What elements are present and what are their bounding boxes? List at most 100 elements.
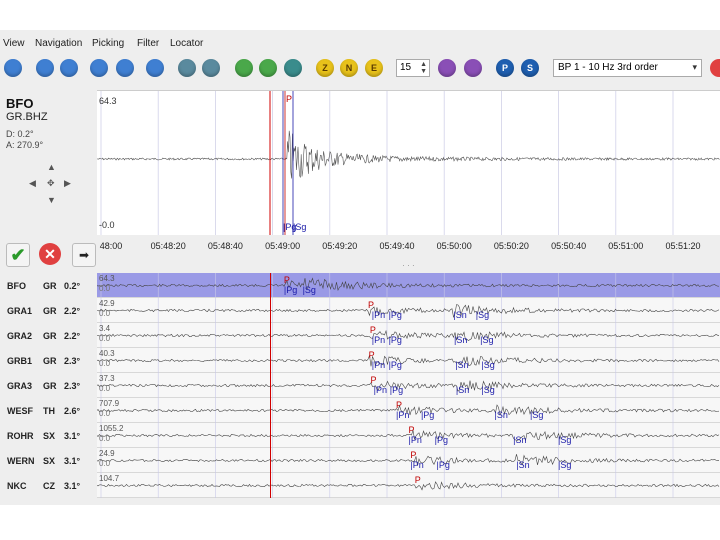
- pick-label[interactable]: Sg: [530, 410, 543, 420]
- phase-p-icon[interactable]: P: [496, 59, 514, 77]
- pick-label[interactable]: Pg: [284, 285, 297, 295]
- station-trace[interactable]: 40.30.0 PPn Pg Sn Sg: [97, 348, 720, 373]
- channel-code: GR.BHZ: [6, 111, 48, 123]
- component-e-icon[interactable]: E: [365, 59, 383, 77]
- pick-label[interactable]: Pg: [437, 460, 450, 470]
- pick-label[interactable]: P: [369, 325, 376, 335]
- zoom-out-icon[interactable]: [202, 59, 220, 77]
- pick-label[interactable]: P: [396, 400, 403, 410]
- pick-label[interactable]: Sn: [516, 460, 530, 470]
- station-trace[interactable]: 707.90.0 PPn Pg Sn Sg: [97, 398, 720, 423]
- pick-label[interactable]: Pn: [396, 410, 409, 420]
- pick-label[interactable]: P: [414, 475, 421, 485]
- pick-label[interactable]: Pg: [389, 310, 402, 320]
- pick-set-icon[interactable]: [235, 59, 253, 77]
- station-row[interactable]: NKC CZ 3.1° 104.7 P: [0, 473, 720, 498]
- pick-label[interactable]: Sg: [476, 310, 489, 320]
- pick-label[interactable]: P: [370, 375, 377, 385]
- trace-waveform: [97, 448, 720, 473]
- arrow-up-icon[interactable]: ▲: [47, 162, 56, 172]
- pick-label[interactable]: Sg: [558, 435, 571, 445]
- station-row[interactable]: WESF TH 2.6° 707.90.0 PPn Pg Sn Sg: [0, 398, 720, 423]
- pick-back-icon[interactable]: [259, 59, 277, 77]
- zoom-spinbox[interactable]: 15 ▲ ▼: [396, 59, 430, 77]
- pick-label[interactable]: Pg: [421, 410, 434, 420]
- station-trace[interactable]: 1055.20.0 PPn Pg Sn Sg: [97, 423, 720, 448]
- rotate-icon[interactable]: [438, 59, 456, 77]
- move-icon[interactable]: ✥: [47, 178, 55, 188]
- station-row[interactable]: BFO GR 0.2° 64.30.0 PPg Sg: [0, 273, 720, 298]
- pick-label[interactable]: Sg: [481, 360, 495, 370]
- station-row[interactable]: GRA1 GR 2.2° 42.90.0 PPn Pg Sn Sg: [0, 298, 720, 323]
- pick-label[interactable]: Sn: [455, 360, 469, 370]
- phase-s-icon[interactable]: S: [521, 59, 539, 77]
- station-row[interactable]: WERN SX 3.1° 24.90.0 PPn Pg Sn Sg: [0, 448, 720, 473]
- arrow-left-icon[interactable]: ◀: [29, 178, 36, 188]
- pick-label[interactable]: Pn: [374, 385, 387, 395]
- station-row[interactable]: GRA2 GR 2.2° 3.40.0 PPn Pg Sn Sg: [0, 323, 720, 348]
- pick-label[interactable]: Pg: [435, 435, 448, 445]
- pick-label-pg[interactable]: Pg: [283, 222, 296, 232]
- pick-label[interactable]: Sg: [303, 285, 316, 295]
- home-icon[interactable]: [4, 59, 22, 77]
- lock-icon[interactable]: [464, 59, 482, 77]
- arrow-down-icon[interactable]: ▼: [47, 195, 56, 205]
- component-n-icon[interactable]: N: [340, 59, 358, 77]
- station-row[interactable]: ROHR SX 3.1° 1055.20.0 PPn Pg Sn Sg: [0, 423, 720, 448]
- chevron-down-icon[interactable]: [60, 59, 78, 77]
- station-trace[interactable]: 104.7 P: [97, 473, 720, 498]
- info-icon[interactable]: [146, 59, 164, 77]
- menu-navigation[interactable]: Navigation: [35, 38, 83, 49]
- station-row[interactable]: GRB1 GR 2.3° 40.30.0 PPn Pg Sn Sg: [0, 348, 720, 373]
- network-code: GR: [43, 381, 57, 391]
- pick-label[interactable]: P: [368, 350, 375, 360]
- menu-locator[interactable]: Locator: [170, 38, 204, 49]
- chevron-up-icon[interactable]: [36, 59, 54, 77]
- filter-select[interactable]: BP 1 - 10 Hz 3rd order ▾: [553, 59, 702, 77]
- zoom-in-icon[interactable]: [178, 59, 196, 77]
- pick-label[interactable]: Pn: [372, 335, 385, 345]
- skip-forward-icon[interactable]: [116, 59, 134, 77]
- pick-label[interactable]: Pg: [389, 335, 402, 345]
- pick-label[interactable]: Sn: [453, 310, 467, 320]
- skip-back-icon[interactable]: [90, 59, 108, 77]
- pick-label[interactable]: Pn: [372, 310, 385, 320]
- pick-label[interactable]: Sn: [513, 435, 527, 445]
- next-button[interactable]: ➡: [72, 243, 96, 267]
- pick-label[interactable]: Sn: [456, 385, 469, 395]
- pick-label[interactable]: Pn: [409, 435, 422, 445]
- station-trace[interactable]: 24.90.0 PPn Pg Sn Sg: [97, 448, 720, 473]
- remove-button[interactable]: [710, 59, 720, 77]
- component-z-icon[interactable]: Z: [316, 59, 334, 77]
- menu-filter[interactable]: Filter: [137, 38, 160, 49]
- pick-label[interactable]: Pg: [389, 360, 402, 370]
- pick-label[interactable]: Sn: [494, 410, 508, 420]
- menu-picking[interactable]: Picking: [92, 38, 125, 49]
- arrow-right-icon[interactable]: ▶: [64, 178, 71, 188]
- station-row[interactable]: GRA3 GR 2.3° 37.30.0 PPnPg Sn Sg: [0, 373, 720, 398]
- pick-label[interactable]: P: [410, 450, 417, 460]
- station-trace[interactable]: 42.90.0 PPn Pg Sn Sg: [97, 298, 720, 323]
- pick-label[interactable]: Pn: [372, 360, 385, 370]
- splitter-handle[interactable]: · · ·: [402, 261, 415, 270]
- pick-label[interactable]: Sn: [454, 335, 467, 345]
- pick-label[interactable]: Sg: [481, 385, 495, 395]
- spin-arrows-icon[interactable]: ▲ ▼: [420, 61, 427, 75]
- pick-label[interactable]: P: [408, 425, 415, 435]
- station-trace[interactable]: 37.30.0 PPnPg Sn Sg: [97, 373, 720, 398]
- pick-label[interactable]: P: [283, 275, 290, 285]
- pick-label[interactable]: P: [368, 300, 375, 310]
- main-trace-canvas[interactable]: 64.3 -0.0 P Pg Sg: [97, 90, 720, 236]
- pick-next-icon[interactable]: [284, 59, 302, 77]
- pick-label-sg[interactable]: Sg: [293, 222, 306, 232]
- pick-label[interactable]: Pn: [410, 460, 424, 470]
- pick-label[interactable]: Sg: [480, 335, 493, 345]
- pick-label[interactable]: Sg: [558, 460, 571, 470]
- station-trace[interactable]: 64.30.0 PPg Sg: [97, 273, 720, 298]
- accept-button[interactable]: ✔: [6, 243, 30, 267]
- reject-button[interactable]: ✕: [39, 243, 61, 265]
- menu-view[interactable]: View: [3, 38, 25, 49]
- station-trace[interactable]: 3.40.0 PPn Pg Sn Sg: [97, 323, 720, 348]
- pick-label-p[interactable]: P: [286, 94, 293, 104]
- pick-label[interactable]: Pg: [390, 385, 403, 395]
